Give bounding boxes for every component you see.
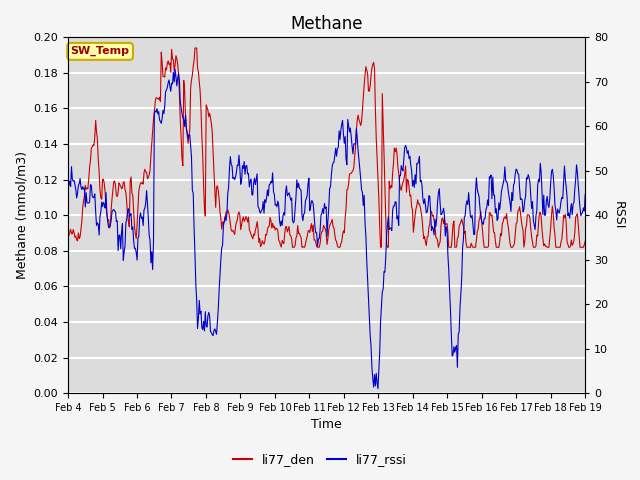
li77_den: [198, 133, 205, 139]
Line: li77_den: li77_den: [68, 48, 585, 247]
Legend: li77_den, li77_rssi: li77_den, li77_rssi: [228, 448, 412, 471]
Y-axis label: RSSI: RSSI: [612, 201, 625, 229]
li77_den: [64, 232, 72, 238]
li77_rssi: [64, 182, 72, 188]
Title: Methane: Methane: [291, 15, 363, 33]
Text: SW_Temp: SW_Temp: [70, 46, 130, 57]
li77_rssi: [581, 192, 589, 197]
li77_den: [371, 66, 378, 72]
Y-axis label: Methane (mmol/m3): Methane (mmol/m3): [15, 151, 28, 279]
li77_rssi: [299, 218, 307, 224]
li77_rssi: [455, 329, 463, 335]
li77_den: [581, 238, 589, 244]
li77_den: [191, 45, 199, 51]
li77_den: [455, 224, 463, 229]
li77_den: [412, 212, 419, 218]
li77_rssi: [374, 386, 382, 392]
Line: li77_rssi: li77_rssi: [68, 69, 585, 389]
li77_rssi: [198, 324, 205, 330]
X-axis label: Time: Time: [311, 419, 342, 432]
li77_rssi: [370, 384, 378, 390]
li77_den: [156, 95, 163, 100]
li77_den: [300, 244, 308, 250]
li77_rssi: [156, 117, 163, 123]
li77_rssi: [172, 66, 179, 72]
li77_den: [289, 244, 296, 250]
li77_rssi: [412, 172, 419, 178]
